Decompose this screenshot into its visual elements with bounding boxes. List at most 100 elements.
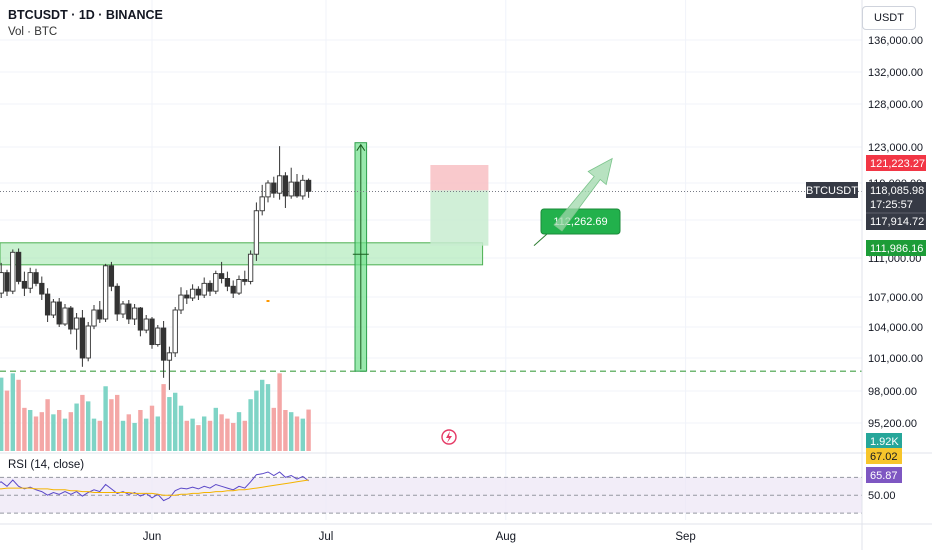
- volume-bar: [45, 399, 50, 451]
- candle: [305, 178, 312, 198]
- time-axis-label: Aug: [496, 531, 516, 543]
- volume-bar: [39, 412, 44, 451]
- candle-body: [189, 288, 196, 299]
- candle: [62, 304, 68, 326]
- candle-body: [184, 294, 190, 299]
- quote-currency-selector[interactable]: USDT: [862, 6, 916, 30]
- risk-zone: [430, 165, 489, 191]
- candle: [68, 306, 74, 335]
- candle-body: [73, 317, 80, 330]
- candle: [85, 322, 91, 362]
- volume-bar: [207, 420, 213, 451]
- rsi-value-tag-bg: [866, 467, 902, 483]
- candle-body: [224, 278, 231, 287]
- candle-body: [288, 181, 294, 197]
- lightning-icon: [441, 429, 457, 445]
- price-axis-label: 98,000.00: [868, 386, 917, 398]
- candle-body: [108, 265, 115, 287]
- candle: [50, 299, 57, 318]
- candle: [178, 287, 184, 314]
- candle: [230, 280, 236, 298]
- candle-body: [120, 303, 126, 315]
- candle-body: [4, 272, 10, 292]
- volume-bar: [97, 420, 102, 451]
- support-zone: [0, 242, 484, 266]
- candle-body: [15, 251, 22, 282]
- volume-bar: [80, 394, 85, 451]
- candle: [33, 268, 39, 287]
- rsi-value-tag: 65.87: [870, 470, 898, 482]
- volume-bar: [10, 373, 15, 451]
- volume-bar: [144, 418, 149, 451]
- candle-body: [178, 294, 184, 311]
- rsi-line: [0, 471, 309, 502]
- price-axis-label: 107,000.00: [868, 292, 923, 304]
- volume-bar: [283, 410, 288, 451]
- candle: [137, 307, 144, 337]
- candle-body: [62, 307, 68, 325]
- volume-bar: [149, 405, 155, 451]
- candle: [213, 270, 219, 295]
- support-price-tag: 111,986.16: [870, 243, 923, 255]
- candle-body: [27, 272, 33, 289]
- candle: [4, 269, 10, 297]
- candle-body: [0, 272, 4, 294]
- candle: [149, 317, 155, 349]
- volume-bar: [51, 414, 56, 451]
- volume-bar: [231, 422, 236, 451]
- candle: [242, 270, 248, 286]
- candle-body: [97, 309, 103, 320]
- stop-price-tag: 121,223.27: [870, 158, 925, 170]
- volume-bar: [74, 403, 79, 451]
- reward-zone: [430, 190, 489, 246]
- volume-bar: [219, 414, 224, 451]
- volume-bar: [277, 373, 282, 451]
- candle: [155, 325, 161, 347]
- volume-bar: [33, 416, 39, 451]
- volume-bar: [57, 410, 62, 451]
- candle: [189, 284, 196, 301]
- price-axis-label: 128,000.00: [868, 99, 923, 111]
- support-price-tag-bg: [866, 240, 926, 256]
- volume-bar: [271, 407, 276, 451]
- candle: [97, 301, 103, 323]
- volume-bar: [254, 390, 259, 451]
- volume-bar: [300, 418, 305, 451]
- symbol-title: BTCUSDT · 1D · BINANCE: [8, 8, 163, 22]
- candle: [265, 180, 271, 203]
- candle-body: [50, 301, 57, 316]
- candle-body: [294, 181, 300, 197]
- candle: [160, 321, 167, 378]
- volume-bar: [196, 425, 201, 451]
- volume-bar: [265, 384, 271, 451]
- candle-body: [271, 182, 277, 194]
- volume-bar: [178, 405, 184, 451]
- candle-body: [102, 265, 109, 320]
- candle-body: [218, 273, 225, 279]
- projection-arrow: [553, 157, 613, 232]
- symbol-tag: BTCUSDT: [806, 185, 858, 197]
- candle-body: [10, 251, 16, 292]
- candle: [102, 263, 109, 322]
- candle: [184, 290, 190, 304]
- target-leader: [533, 233, 548, 247]
- candle: [73, 313, 80, 350]
- volume-bar: [248, 399, 253, 451]
- volume-bar: [173, 392, 178, 451]
- candle-body: [114, 285, 120, 315]
- rsi-axis-label: 50.00: [868, 490, 896, 502]
- volume-bar: [109, 399, 114, 451]
- time-axis-label: Jun: [143, 531, 162, 543]
- volume-bar: [202, 416, 207, 451]
- volume-bar: [289, 412, 294, 451]
- candle: [276, 146, 283, 200]
- rsi-legend: RSI (14, close): [8, 459, 85, 471]
- rsi-ma-line: [0, 479, 309, 496]
- candle-body: [265, 182, 271, 198]
- candle: [91, 305, 97, 330]
- volume-bar: [16, 379, 21, 451]
- price-axis-label: 123,000.00: [868, 142, 923, 154]
- candle-body: [166, 352, 173, 361]
